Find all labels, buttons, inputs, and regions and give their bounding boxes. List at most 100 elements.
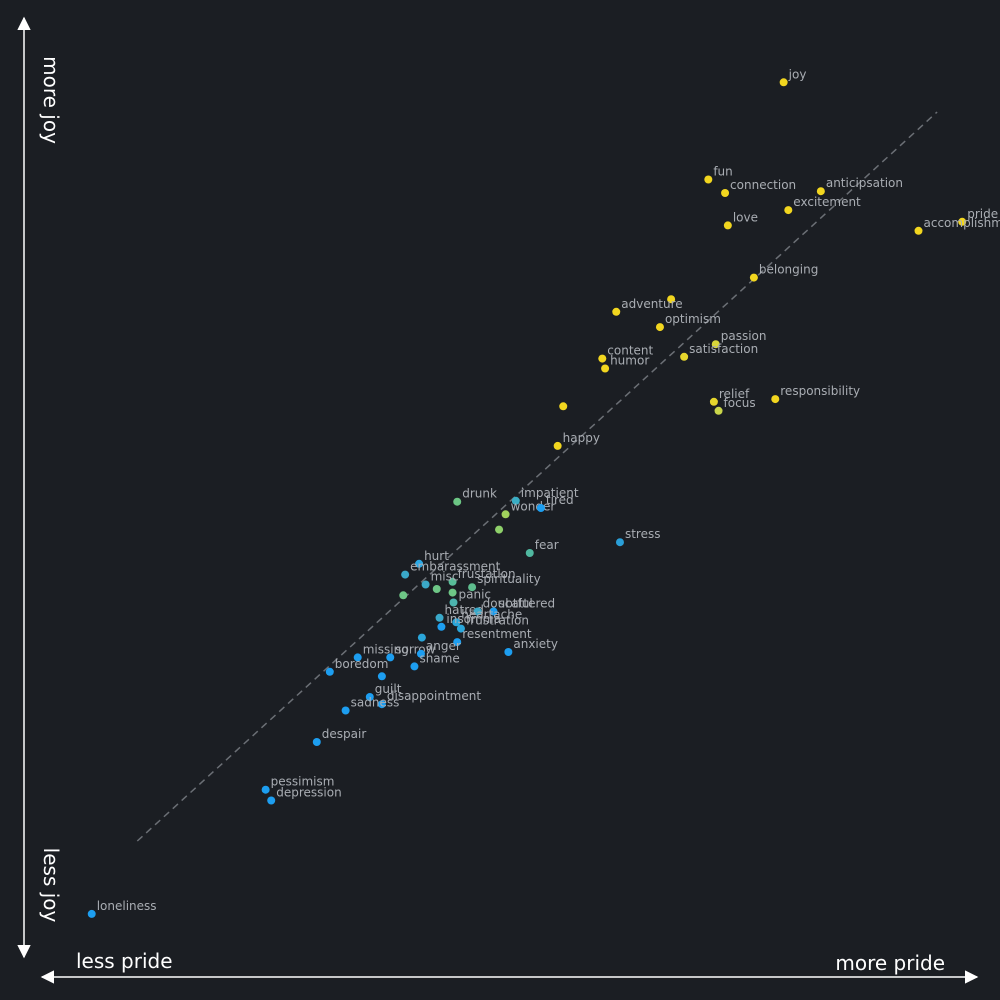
- point-label-fun: fun: [713, 165, 732, 179]
- point-label-fear: fear: [535, 538, 559, 552]
- y-axis-label-high: more joy: [39, 56, 63, 144]
- point-label-disappointment: disappointment: [387, 689, 481, 703]
- data-point-passion: [711, 340, 720, 349]
- data-point-anticipsation: [816, 187, 825, 196]
- point-label-depression: depression: [276, 786, 341, 800]
- data-point-51: [377, 672, 386, 681]
- data-point-19: [559, 402, 568, 411]
- data-point-hurt: [415, 559, 424, 568]
- data-point-pride: [958, 217, 967, 226]
- data-point-25: [495, 525, 504, 534]
- data-point-frustation: [448, 577, 457, 586]
- data-point-love: [723, 221, 732, 230]
- point-label-happy: happy: [563, 431, 600, 445]
- data-point-disappointment: [377, 700, 386, 709]
- data-point-satisfaction: [680, 352, 689, 361]
- data-point-fear: [525, 549, 534, 557]
- point-label-anticipsation: anticipsation: [826, 176, 903, 190]
- point-label-relief: relief: [719, 387, 750, 401]
- data-point-guilt: [365, 693, 374, 701]
- data-point-excitement: [784, 206, 793, 215]
- point-label-panic: panic: [459, 588, 492, 602]
- data-point-34: [448, 588, 457, 597]
- data-point-spirituality: [468, 583, 477, 592]
- data-point-focus: [714, 406, 723, 415]
- data-point-anger: [416, 649, 425, 658]
- data-point-frustration: [456, 624, 465, 633]
- point-label-anxiety: anxiety: [513, 637, 558, 651]
- data-point-doubtful: [473, 607, 482, 616]
- data-point-pessimism: [261, 785, 270, 794]
- point-label-scattered: scattered: [498, 597, 555, 611]
- point-label-boredom: boredom: [335, 657, 389, 671]
- point-label-humor: humor: [610, 354, 649, 368]
- data-point-panic: [449, 598, 458, 607]
- point-label-pride: pride: [967, 207, 998, 221]
- data-point-humor: [601, 364, 610, 373]
- point-label-loneliness: loneliness: [97, 899, 157, 913]
- point-label-doubtful: doubtful: [483, 597, 533, 611]
- data-point-35: [399, 591, 408, 600]
- data-point-sadness: [341, 706, 350, 715]
- data-point-missing: [353, 653, 362, 662]
- point-label-misc: misc: [431, 570, 459, 584]
- data-point-hatred: [435, 613, 444, 622]
- data-point-scattered: [489, 607, 498, 616]
- data-point-accomplishment: [914, 226, 923, 235]
- point-label-despair: despair: [322, 727, 367, 741]
- point-label-sorrow: sorrow: [395, 642, 435, 656]
- point-label-accomplishment: accomplishment: [924, 216, 1000, 230]
- x-axis-label-low: less pride: [76, 949, 173, 973]
- data-point-content: [598, 354, 607, 363]
- point-label-satisfaction: satisfaction: [689, 342, 758, 356]
- data-point-boredom: [325, 667, 334, 676]
- data-point-wonder: [501, 510, 510, 519]
- point-label-adventure: adventure: [621, 297, 682, 311]
- data-point-relief: [709, 397, 718, 406]
- data-point-connection: [721, 189, 730, 197]
- data-point-adventure: [612, 307, 621, 316]
- x-axis-label-high: more pride: [835, 951, 945, 975]
- point-label-responsibility: responsibility: [780, 384, 860, 398]
- point-label-tired: tired: [546, 493, 574, 507]
- data-point-depression: [267, 796, 276, 805]
- data-point-9: [667, 295, 676, 304]
- point-label-impatient: impatient: [521, 486, 579, 500]
- data-point-belonging: [749, 273, 758, 282]
- data-point-heartache: [452, 618, 461, 627]
- point-label-frustation: frustation: [458, 567, 516, 581]
- point-label-guilt: guilt: [375, 682, 402, 696]
- point-label-frustration: frustration: [466, 614, 529, 628]
- point-label-heartache: heartache: [461, 607, 522, 621]
- data-point-drunk: [453, 497, 462, 506]
- point-label-hurt: hurt: [424, 549, 449, 563]
- data-point-joy: [779, 78, 788, 87]
- point-label-embarassment: embarassment: [410, 560, 501, 574]
- point-label-focus: focus: [724, 396, 756, 410]
- data-point-stress: [615, 538, 624, 547]
- data-point-resentment: [453, 638, 462, 647]
- point-label-joy: joy: [788, 67, 807, 81]
- point-label-content: content: [607, 344, 653, 358]
- data-point-fun: [704, 175, 713, 184]
- data-point-sorrow: [386, 653, 395, 662]
- point-label-spirituality: spirituality: [477, 572, 541, 586]
- point-label-love: love: [733, 210, 758, 224]
- y-axis-label-low: less joy: [39, 848, 63, 923]
- point-label-connection: connection: [730, 178, 796, 192]
- data-point-misc: [421, 580, 430, 589]
- data-point-responsibility: [771, 395, 780, 404]
- point-label-anger: anger: [426, 639, 461, 653]
- data-point-43: [417, 633, 426, 642]
- data-point-tired: [536, 504, 545, 512]
- data-point-happy: [553, 441, 562, 450]
- data-point-optimism: [655, 323, 664, 332]
- data-point-embarassment: [401, 570, 410, 579]
- data-point-impatient: [511, 496, 520, 505]
- point-label-pessimism: pessimism: [271, 775, 335, 789]
- point-label-resentment: resentment: [462, 627, 532, 641]
- point-label-hatred: hatred: [445, 603, 484, 617]
- data-point-shame: [410, 662, 419, 671]
